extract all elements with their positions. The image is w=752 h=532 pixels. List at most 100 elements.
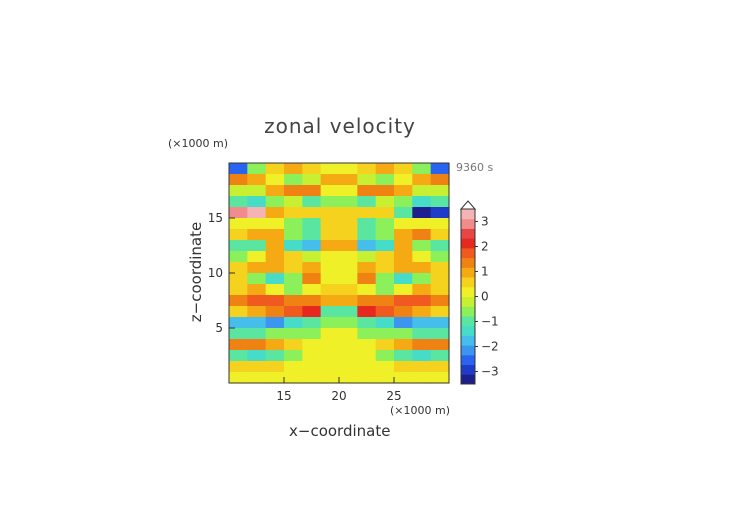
colorbar-tick-label: 2 (481, 240, 489, 254)
heatmap-cell (229, 350, 248, 362)
heatmap-cell (430, 339, 450, 351)
colorbar-swatch (461, 306, 475, 317)
heatmap-cell (284, 207, 303, 219)
heatmap-cell (357, 328, 377, 340)
heatmap-cell (320, 229, 340, 241)
heatmap-cell (339, 328, 358, 340)
heatmap-cell (284, 240, 303, 252)
heatmap-cell (394, 306, 413, 318)
heatmap-cell (229, 339, 248, 351)
heatmap-cell (302, 163, 322, 175)
heatmap-cell (247, 174, 267, 186)
heatmap-cell (265, 273, 285, 285)
heatmap-cell (320, 372, 340, 384)
heatmap-cell (430, 262, 450, 274)
heatmap-cell (247, 229, 267, 241)
heatmap-cell (357, 361, 377, 373)
heatmap-cell (357, 185, 377, 197)
heatmap-cell (394, 218, 413, 230)
heatmap-cell (375, 174, 395, 186)
colorbar-swatch (461, 267, 475, 278)
heatmap-cell (302, 339, 322, 351)
heatmap-cell (430, 372, 450, 384)
heatmap-cell (412, 284, 432, 296)
heatmap-cell (302, 350, 322, 362)
x-tick-label: 15 (276, 389, 291, 403)
heatmap-cell (394, 251, 413, 263)
heatmap-cell (247, 295, 267, 307)
heatmap-cell (375, 163, 395, 175)
heatmap-cell (339, 218, 358, 230)
heatmap-cell (394, 339, 413, 351)
heatmap-cell (412, 207, 432, 219)
heatmap-cell (265, 317, 285, 329)
heatmap-cell (375, 229, 395, 241)
heatmap-cell (247, 185, 267, 197)
heatmap-cell (394, 284, 413, 296)
heatmap-cell (375, 284, 395, 296)
heatmap-cell (284, 350, 303, 362)
heatmap-cell (339, 317, 358, 329)
heatmap-cell (412, 218, 432, 230)
heatmap-cell (375, 262, 395, 274)
heatmap-cell (320, 317, 340, 329)
heatmap-cells (229, 163, 450, 384)
y-axis-ticks: 5 10 15 (208, 211, 235, 335)
heatmap-cell (320, 174, 340, 186)
colorbar-swatch (461, 335, 475, 346)
heatmap-cell (247, 350, 267, 362)
heatmap-cell (339, 185, 358, 197)
heatmap-cell (302, 240, 322, 252)
colorbar-swatch (461, 325, 475, 336)
heatmap-cell (339, 229, 358, 241)
heatmap-cell (265, 163, 285, 175)
heatmap-cell (229, 284, 248, 296)
heatmap-cell (339, 251, 358, 263)
heatmap-cell (339, 284, 358, 296)
heatmap-cell (320, 196, 340, 208)
heatmap-cell (430, 328, 450, 340)
heatmap-cell (302, 284, 322, 296)
heatmap-cell (375, 372, 395, 384)
colorbar-tick-label: −3 (481, 365, 499, 379)
heatmap-cell (412, 372, 432, 384)
heatmap-cell (412, 328, 432, 340)
heatmap-cell (412, 229, 432, 241)
heatmap-cell (375, 240, 395, 252)
heatmap-cell (247, 339, 267, 351)
heatmap-cell (412, 163, 432, 175)
heatmap-cell (284, 361, 303, 373)
heatmap-cell (430, 273, 450, 285)
heatmap-cell (357, 163, 377, 175)
heatmap-cell (357, 229, 377, 241)
heatmap-cell (430, 306, 450, 318)
heatmap-cell (302, 361, 322, 373)
heatmap-cell (302, 185, 322, 197)
heatmap-cell (430, 251, 450, 263)
heatmap-cell (339, 306, 358, 318)
heatmap-cell (357, 295, 377, 307)
heatmap-cell (320, 163, 340, 175)
heatmap-cell (375, 196, 395, 208)
heatmap-cell (229, 196, 248, 208)
heatmap-cell (320, 361, 340, 373)
heatmap-cell (229, 361, 248, 373)
heatmap-cell (375, 295, 395, 307)
heatmap-cell (229, 306, 248, 318)
heatmap-cell (302, 229, 322, 241)
heatmap-cell (265, 196, 285, 208)
colorbar-swatch (461, 354, 475, 366)
heatmap-cell (247, 284, 267, 296)
heatmap-cell (430, 174, 450, 186)
heatmap-cell (339, 262, 358, 274)
heatmap-cell (284, 196, 303, 208)
heatmap-cell (412, 251, 432, 263)
heatmap-cell (265, 229, 285, 241)
heatmap-cell (265, 295, 285, 307)
heatmap-cell (265, 240, 285, 252)
x-tick-label: 20 (331, 389, 346, 403)
heatmap-cell (357, 174, 377, 186)
colorbar-overflow-arrow (459, 200, 477, 210)
heatmap-cell (229, 262, 248, 274)
heatmap-cell (302, 262, 322, 274)
